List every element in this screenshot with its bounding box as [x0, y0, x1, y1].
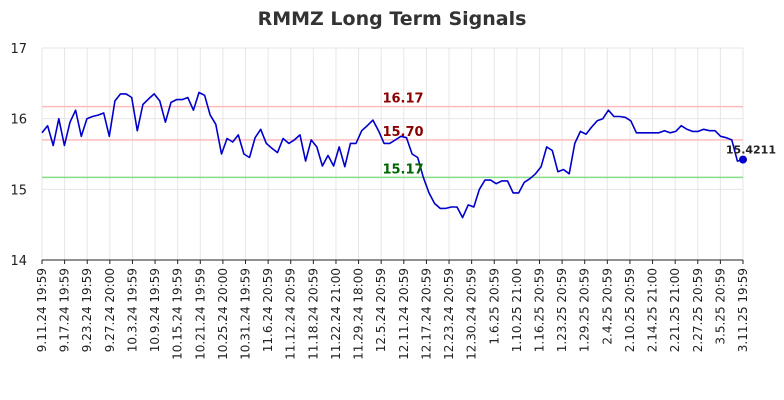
- x-tick-label: 12.30.24 20:59: [465, 268, 479, 360]
- x-tick-label: 3.5.25 20:59: [713, 268, 727, 345]
- x-tick-label: 1.6.25 20:59: [487, 268, 501, 345]
- series-layer: [41, 91, 747, 219]
- y-tick-label: 15: [10, 183, 27, 198]
- x-tick-label: 10.31.24 19:59: [239, 268, 253, 360]
- y-tick-label: 17: [10, 42, 27, 57]
- signal-line-label: 15.17: [382, 162, 423, 177]
- x-tick-label: 9.27.24 20:00: [103, 268, 117, 352]
- y-tick-label: 16: [10, 113, 27, 128]
- x-tick-label: 10.15.24 19:59: [171, 268, 185, 360]
- x-tick-label: 11.18.24 20:59: [306, 268, 320, 360]
- x-tick-label: 1.16.25 20:59: [532, 268, 546, 352]
- x-tick-label: 1.23.25 20:59: [555, 268, 569, 352]
- x-tick-label: 12.11.24 20:59: [397, 268, 411, 360]
- x-tick-label: 10.21.24 19:59: [193, 268, 207, 360]
- x-tick-label: 11.6.24 20:59: [261, 268, 275, 352]
- x-tick-label: 9.23.24 19:59: [80, 268, 94, 352]
- last-value-label: 15.4211: [726, 144, 776, 157]
- x-tick-label: 9.17.24 19:59: [58, 268, 72, 352]
- x-tick-label: 1.29.25 20:59: [578, 268, 592, 352]
- x-tick-label: 2.14.25 21:00: [646, 268, 660, 352]
- signal-line-label: 16.17: [382, 92, 423, 107]
- x-tick-label: 12.5.24 20:59: [374, 268, 388, 352]
- x-tick-label: 2.21.25 21:00: [668, 268, 682, 352]
- x-tick-label: 10.9.24 19:59: [148, 268, 162, 352]
- x-tick-label: 12.23.24 20:59: [442, 268, 456, 360]
- y-tick-label: 14: [10, 254, 27, 269]
- x-tick-label: 10.25.24 20:00: [216, 268, 230, 360]
- labels: 16.17 15.70 15.17 15.4211: [382, 92, 776, 178]
- signal-lines: [42, 105, 743, 179]
- x-tick-label: 11.22.24 21:00: [329, 268, 343, 360]
- chart-title: RMMZ Long Term Signals: [258, 8, 527, 30]
- x-tick-label: 12.17.24 20:59: [419, 268, 433, 360]
- x-tick-label: 2.4.25 20:59: [600, 268, 614, 345]
- x-tick-label: 11.12.24 20:59: [284, 268, 298, 360]
- x-tick-label: 10.3.24 19:59: [125, 268, 139, 352]
- x-tick-label: 3.11.25 19:59: [736, 268, 750, 352]
- last-value-point: [739, 155, 747, 164]
- axes: 14 15 16 17 9.11.24 19:59 9.17.24 19:59 9.23.2…: [10, 42, 750, 360]
- signal-line-label: 15.70: [382, 125, 423, 140]
- x-tick-label: 9.11.24 19:59: [35, 268, 49, 352]
- grid: [41, 47, 744, 261]
- price-series-line: [41, 91, 744, 219]
- x-tick-label: 11.29.24 18:00: [352, 268, 366, 360]
- x-tick-label: 2.10.25 20:59: [623, 268, 637, 352]
- x-tick-label: 2.27.25 20:59: [691, 268, 705, 352]
- x-tick-label: 1.10.25 21:00: [510, 268, 524, 352]
